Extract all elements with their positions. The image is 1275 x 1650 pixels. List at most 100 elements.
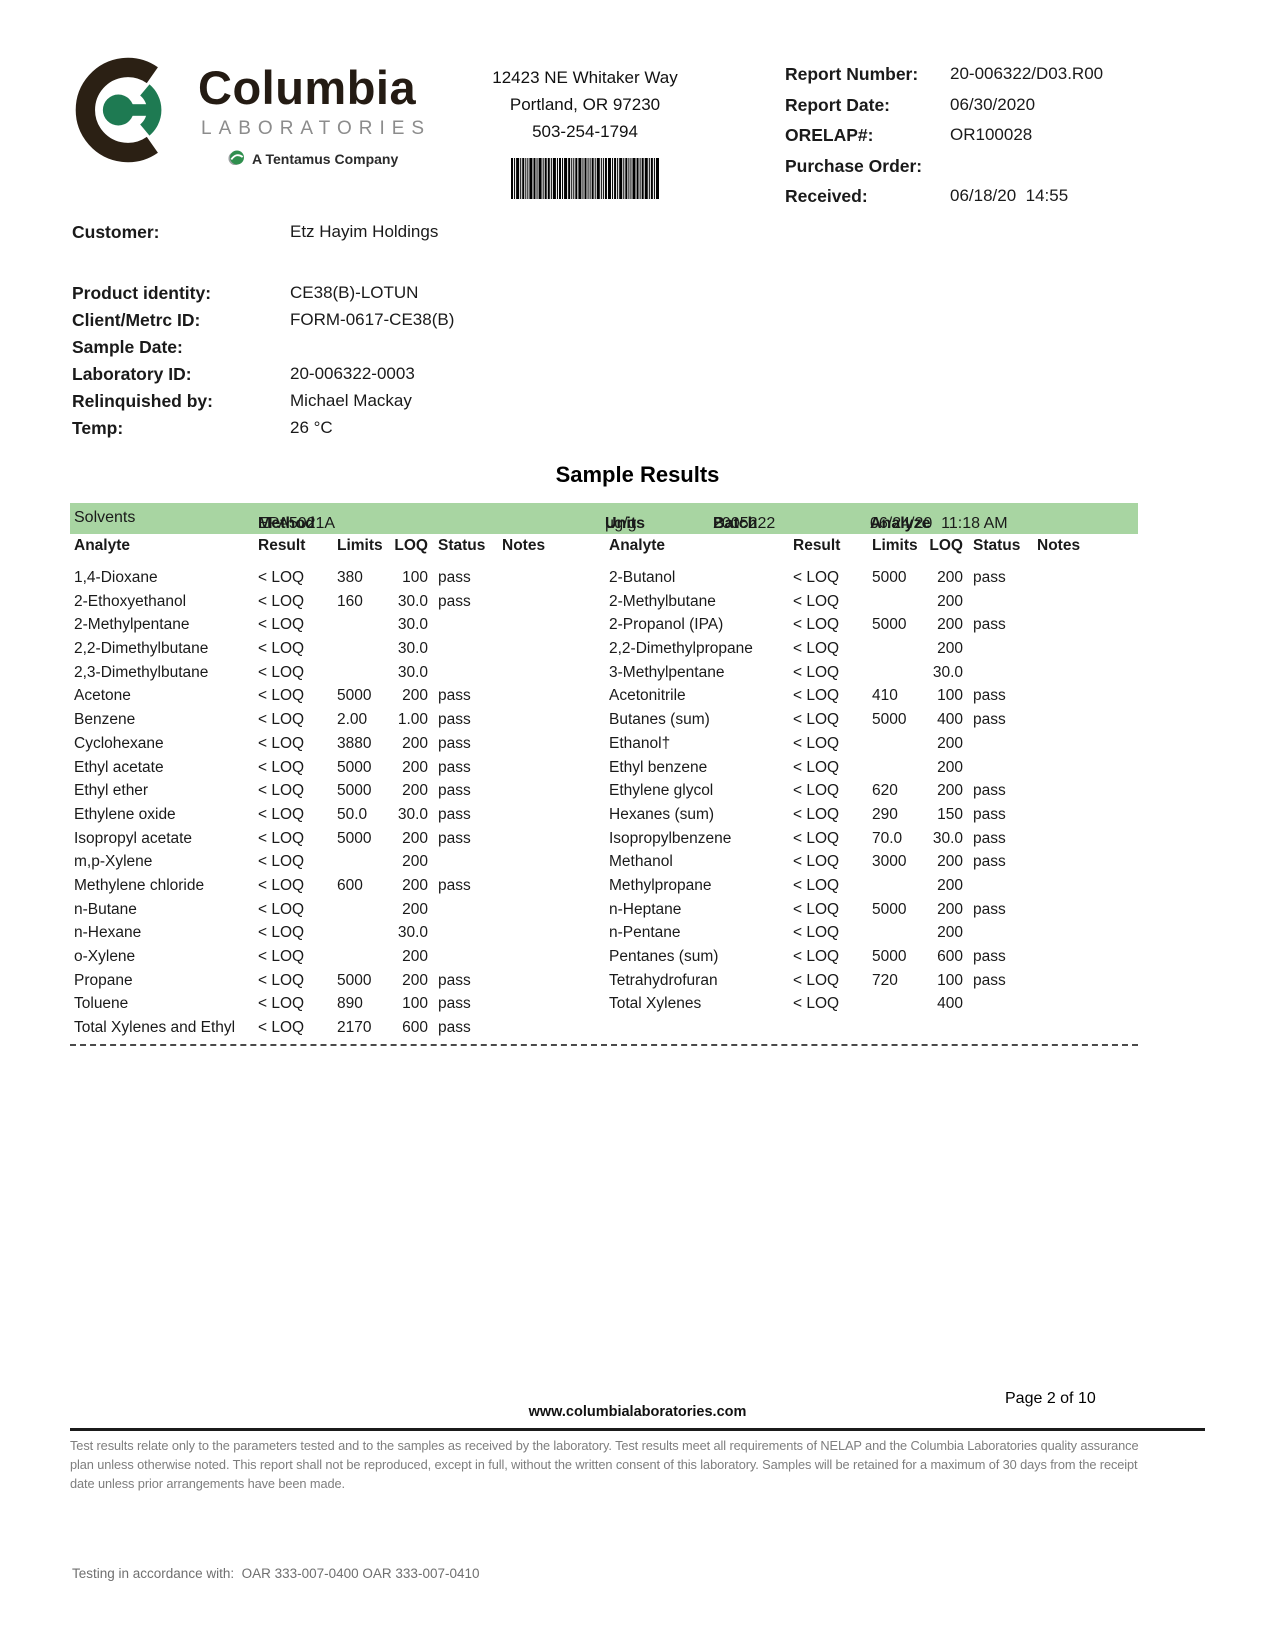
report-meta-row: Report Number: 20-006322/D03.R00 <box>785 64 1205 95</box>
lab-address: 12423 NE Whitaker Way Portland, OR 97230… <box>420 64 750 199</box>
cell-status: pass <box>438 569 471 586</box>
table-row: 2,2-Dimethylpropane < LOQ 200 <box>605 637 1135 661</box>
cell-limits: 890 <box>337 995 363 1013</box>
report-meta-label: ORELAP#: <box>785 125 874 145</box>
cell-status: pass <box>438 805 471 823</box>
table-row: Cyclohexane < LOQ 3880 200 pass <box>70 732 600 756</box>
table-row: 1,4-Dioxane < LOQ 380 100 pass <box>70 566 600 590</box>
table-row: Tetrahydrofuran < LOQ 720 100 pass <box>605 969 1135 993</box>
cell-loq: 600 <box>402 1019 428 1037</box>
laboratories-subtitle: LABORATORIES <box>201 118 432 139</box>
cell-limits: 5000 <box>337 829 372 847</box>
cell-loq: 200 <box>937 592 963 610</box>
cell-status: pass <box>438 829 471 847</box>
company-logo: Columbia LABORATORIES A Tentamus Company <box>70 52 431 169</box>
report-meta-label: Report Date: <box>785 94 891 115</box>
cell-result: < LOQ <box>258 711 305 729</box>
cell-analyte: Isopropyl acetate <box>74 829 193 847</box>
cell-result: < LOQ <box>793 900 840 918</box>
cell-analyte: Acetonitrile <box>609 687 686 705</box>
cell-status: pass <box>973 616 1006 634</box>
table-row: Methylpropane < LOQ 200 <box>605 874 1135 898</box>
cell-limits: 3880 <box>337 734 372 752</box>
col-result: Result <box>793 537 841 554</box>
address-line-3: 503-254-1794 <box>532 122 638 141</box>
cell-loq: 200 <box>402 829 428 847</box>
cell-loq: 200 <box>402 900 428 918</box>
cell-status: pass <box>438 995 471 1013</box>
col-loq: LOQ <box>394 537 428 554</box>
col-status: Status <box>973 537 1021 554</box>
table-row: Methanol < LOQ 3000 200 pass <box>605 850 1135 874</box>
cell-result: < LOQ <box>258 758 305 776</box>
cell-loq: 200 <box>937 758 963 776</box>
cell-loq: 200 <box>402 948 428 965</box>
cell-analyte: 2-Methylbutane <box>609 592 716 610</box>
table-row: Hexanes (sum) < LOQ 290 150 pass <box>605 803 1135 827</box>
cell-result: < LOQ <box>793 592 840 610</box>
table-row: Acetone < LOQ 5000 200 pass <box>70 684 600 708</box>
cell-analyte: Ethylene oxide <box>74 805 176 823</box>
table-row: 2-Propanol (IPA) < LOQ 5000 200 pass <box>605 613 1135 637</box>
sample-info: Product identity: CE38(B)-LOTUN Client/M… <box>72 283 454 445</box>
cell-loq: 30.0 <box>397 640 428 658</box>
cell-status: pass <box>973 805 1006 823</box>
cell-result: < LOQ <box>793 948 840 965</box>
table-header-left: Analyte Result Limits LOQ Status Notes <box>70 537 600 559</box>
cell-analyte: 2,2-Dimethylbutane <box>74 640 209 658</box>
col-result: Result <box>258 537 306 554</box>
cell-loq: 100 <box>402 995 428 1013</box>
page-number: Page 2 of 10 <box>1005 1390 1096 1407</box>
cell-status: pass <box>973 711 1006 729</box>
cell-status: pass <box>438 876 471 894</box>
cell-loq: 30.0 <box>932 663 963 681</box>
cell-loq: 400 <box>937 711 963 729</box>
cell-limits: 410 <box>872 687 898 705</box>
sample-info-row: Laboratory ID: 20-006322-0003 <box>72 364 454 391</box>
cell-loq: 200 <box>937 782 963 800</box>
cell-status: pass <box>973 900 1006 918</box>
dashed-separator <box>70 1044 1138 1046</box>
table-row: Ethylene glycol < LOQ 620 200 pass <box>605 779 1135 803</box>
footer-rule <box>70 1428 1205 1431</box>
report-meta-value: OR100028 <box>950 125 1033 144</box>
sample-info-value: CE38(B)-LOTUN <box>290 283 419 302</box>
table-row: Acetonitrile < LOQ 410 100 pass <box>605 684 1135 708</box>
cell-loq: 30.0 <box>397 592 428 610</box>
sample-info-row: Client/Metrc ID: FORM-0617-CE38(B) <box>72 310 454 337</box>
cell-status: pass <box>973 853 1006 871</box>
cell-loq: 200 <box>402 782 428 800</box>
table-row: n-Pentane < LOQ 200 <box>605 921 1135 945</box>
cell-loq: 30.0 <box>397 924 428 942</box>
cell-status: pass <box>438 734 471 752</box>
results-table-left: 1,4-Dioxane < LOQ 380 100 pass 2-Ethoxye… <box>70 566 600 1040</box>
cell-analyte: n-Hexane <box>74 924 142 942</box>
report-meta-value: 06/30/2020 <box>950 94 1036 114</box>
col-notes: Notes <box>502 537 546 554</box>
cell-result: < LOQ <box>258 900 305 918</box>
cell-result: < LOQ <box>793 876 840 894</box>
table-row: Ethyl benzene < LOQ 200 <box>605 756 1135 780</box>
sample-results-title: Sample Results <box>555 462 720 487</box>
col-analyte: Analyte <box>74 537 130 554</box>
table-row: Total Xylenes and Ethyl < LOQ 2170 600 p… <box>70 1016 600 1040</box>
cell-result: < LOQ <box>258 734 305 752</box>
report-meta-value: 20-006322/D03.R00 <box>950 64 1104 83</box>
cell-result: < LOQ <box>258 876 305 894</box>
cell-limits: 600 <box>337 876 363 894</box>
sample-info-label: Laboratory ID: <box>72 364 192 384</box>
sample-info-label: Temp: <box>72 418 124 438</box>
cell-analyte: Methylene chloride <box>74 876 205 894</box>
cell-limits: 2.00 <box>337 711 368 729</box>
cell-loq: 30.0 <box>397 805 428 823</box>
cell-analyte: Propane <box>74 971 133 989</box>
cell-status: pass <box>973 948 1006 965</box>
cell-result: < LOQ <box>793 758 840 776</box>
cell-result: < LOQ <box>258 995 305 1013</box>
cell-status: pass <box>438 1019 471 1037</box>
table-row: 2-Ethoxyethanol < LOQ 160 30.0 pass <box>70 590 600 614</box>
results-table-right: 2-Butanol < LOQ 5000 200 pass 2-Methylbu… <box>605 566 1135 1016</box>
customer-value: Etz Hayim Holdings <box>290 222 439 241</box>
cell-status: pass <box>438 971 471 989</box>
cell-analyte: Cyclohexane <box>74 734 164 752</box>
